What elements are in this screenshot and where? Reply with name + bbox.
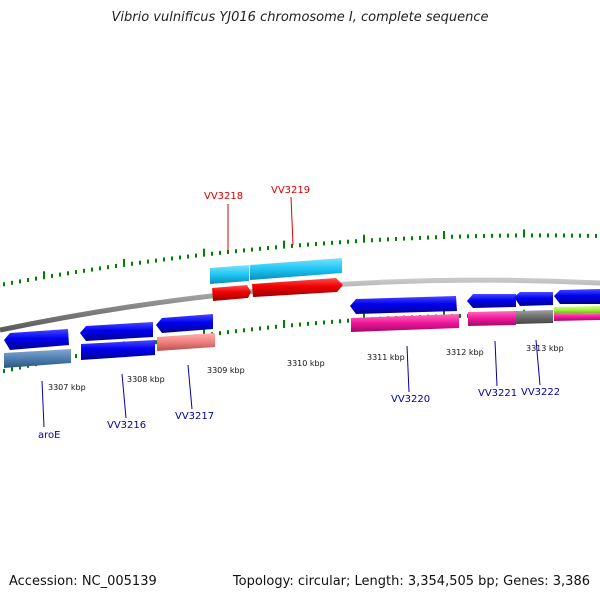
gene-arrow-VV3218[interactable] bbox=[212, 285, 251, 301]
scale-labels: 3307 kbp 3308 kbp 3309 kbp 3310 kbp 3311… bbox=[48, 344, 564, 392]
gene-arrow-VV3217[interactable] bbox=[156, 314, 213, 333]
cds-next-green[interactable] bbox=[554, 306, 600, 314]
scale-label: 3310 kbp bbox=[287, 359, 325, 368]
gene-label-VV3220[interactable]: VV3220 bbox=[391, 394, 430, 405]
leader-lines bbox=[41, 196, 541, 428]
gene-label-VV3221[interactable]: VV3221 bbox=[478, 388, 517, 399]
scale-label: 3307 kbp bbox=[48, 383, 86, 392]
scale-label: 3311 kbp bbox=[367, 353, 405, 362]
gene-label-VV3222[interactable]: VV3222 bbox=[521, 387, 560, 398]
gene-arrow-VV3220[interactable] bbox=[350, 296, 457, 314]
cds-VV3220[interactable] bbox=[351, 314, 459, 332]
gene-label-VV3216[interactable]: VV3216 bbox=[107, 420, 146, 431]
cds-VV3216[interactable] bbox=[81, 340, 155, 360]
gene-arrow-VV3222[interactable] bbox=[514, 292, 553, 306]
reverse-strand-genes bbox=[4, 289, 600, 350]
scale-label: 3308 kbp bbox=[127, 375, 165, 384]
accession-label: Accession: NC_005139 bbox=[9, 574, 157, 589]
cds-aroE[interactable] bbox=[4, 349, 71, 368]
feature-lightblue-2[interactable] bbox=[250, 258, 342, 280]
scale-label: 3313 kbp bbox=[526, 344, 564, 353]
cds-VV3222[interactable] bbox=[516, 310, 553, 324]
gene-label-VV3218[interactable]: VV3218 bbox=[204, 191, 243, 202]
cds-VV3221[interactable] bbox=[468, 311, 516, 326]
gene-arrow-VV3219[interactable] bbox=[252, 278, 343, 297]
genome-summary: Topology: circular; Length: 3,354,505 bp… bbox=[232, 574, 590, 589]
outer-scale-ticks bbox=[3, 229, 597, 287]
gene-arrow-next[interactable] bbox=[554, 289, 600, 304]
gene-label-VV3219[interactable]: VV3219 bbox=[271, 185, 310, 196]
gene-arrow-VV3221[interactable] bbox=[467, 294, 516, 308]
scale-label: 3309 kbp bbox=[207, 366, 245, 375]
gene-arrow-aroE[interactable] bbox=[4, 329, 69, 350]
forward-strand-features bbox=[210, 258, 343, 301]
cds-VV3217[interactable] bbox=[157, 333, 215, 351]
gene-label-aroE[interactable]: aroE bbox=[38, 430, 60, 441]
scale-label: 3312 kbp bbox=[446, 348, 484, 357]
map-title: Vibrio vulnificus YJ016 chromosome I, co… bbox=[111, 10, 489, 25]
gene-label-VV3217[interactable]: VV3217 bbox=[175, 411, 214, 422]
gene-labels: aroE VV3216 VV3217 VV3218 VV3219 VV3220 … bbox=[38, 185, 560, 441]
reverse-strand-cds bbox=[4, 306, 600, 368]
feature-lightblue-1[interactable] bbox=[210, 265, 249, 284]
gene-arrow-VV3216[interactable] bbox=[80, 322, 153, 341]
cds-next-pink[interactable] bbox=[554, 313, 600, 321]
